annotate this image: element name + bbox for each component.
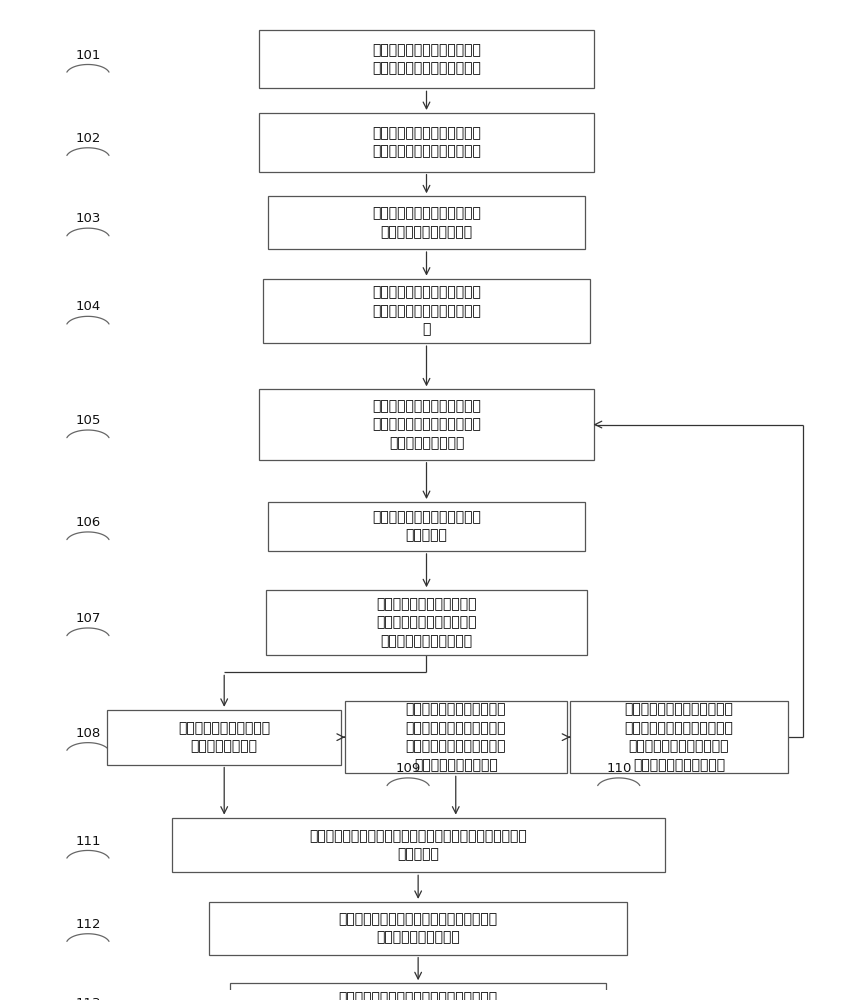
FancyBboxPatch shape <box>570 701 786 773</box>
Text: 根据遥测包特征属性，判断完整跨帧包、完整遥测包是否为
目标遥测包: 根据遥测包特征属性，判断完整跨帧包、完整遥测包是否为 目标遥测包 <box>309 829 527 861</box>
Text: 101: 101 <box>75 49 101 62</box>
FancyBboxPatch shape <box>268 502 584 551</box>
Text: 从卫星原始遥测数据的当前处
理位置开始根据遥测帧结构属
性，锁定一帧遥测帧: 从卫星原始遥测数据的当前处 理位置开始根据遥测帧结构属 性，锁定一帧遥测帧 <box>371 399 481 450</box>
FancyBboxPatch shape <box>259 389 593 460</box>
Text: 111: 111 <box>75 835 101 848</box>
FancyBboxPatch shape <box>268 196 584 249</box>
Text: 根据遥测帧特征属性，判断
第一包完整遥测包前，是否
有与上一帧中的后半包数: 根据遥测帧特征属性，判断 第一包完整遥测包前，是否 有与上一帧中的后半包数 <box>376 597 476 648</box>
Text: 获取目标遥测帧类别属性，以
及所有目标遥测包的类别属性: 获取目标遥测帧类别属性，以 及所有目标遥测包的类别属性 <box>371 126 481 158</box>
Text: 106: 106 <box>75 516 101 529</box>
FancyBboxPatch shape <box>265 590 587 655</box>
Text: 105: 105 <box>75 414 101 427</box>
FancyBboxPatch shape <box>171 818 664 872</box>
Text: 108: 108 <box>75 727 101 740</box>
FancyBboxPatch shape <box>263 279 589 343</box>
FancyBboxPatch shape <box>209 902 626 955</box>
Text: 109: 109 <box>395 762 420 775</box>
FancyBboxPatch shape <box>107 710 341 765</box>
FancyBboxPatch shape <box>259 113 593 172</box>
FancyBboxPatch shape <box>344 701 566 773</box>
Text: 102: 102 <box>75 132 101 145</box>
Text: 获取遥测原始数据输入路径、
目标遥测包数据输出路径: 获取遥测原始数据输入路径、 目标遥测包数据输出路径 <box>371 206 481 239</box>
Text: 读入卫星原始遥测数据，初始
化当前处理位置为文件起始位
置: 读入卫星原始遥测数据，初始 化当前处理位置为文件起始位 置 <box>371 285 481 336</box>
FancyBboxPatch shape <box>230 983 606 1000</box>
Text: 从第一包完整遥测包开始，
根据遥测包特征属性，以一
个完整遥测包为单位，逐包
判断是否为目标遥测包: 从第一包完整遥测包开始， 根据遥测包特征属性，以一 个完整遥测包为单位，逐包 判… <box>405 703 505 772</box>
Text: 107: 107 <box>75 612 101 625</box>
Text: 113: 113 <box>75 997 101 1000</box>
Text: 将获取到的目标遥测包数据写入该类别遥测
包对应的外部文件: 将获取到的目标遥测包数据写入该类别遥测 包对应的外部文件 <box>338 991 497 1000</box>
Text: 获取卫星型号总体定义的遥测
帧结构、遥测包结构特征属性: 获取卫星型号总体定义的遥测 帧结构、遥测包结构特征属性 <box>371 43 481 75</box>
Text: 103: 103 <box>75 212 101 225</box>
Text: 104: 104 <box>75 300 101 313</box>
Text: 110: 110 <box>606 762 630 775</box>
FancyBboxPatch shape <box>259 30 593 88</box>
Text: 通过遥测包特征属性，获取包长后，得到该
目标遥测包的完整数据: 通过遥测包特征属性，获取包长后，得到该 目标遥测包的完整数据 <box>338 912 497 944</box>
Text: 将后半包与前半包合并成
完整的跨帧遥测包: 将后半包与前半包合并成 完整的跨帧遥测包 <box>178 721 270 753</box>
Text: 判断本帧数据末端是否存在不
完整的半包数据，若是半包数
据，则为跨帧包的前半包数
据，临时存储该部分数据: 判断本帧数据末端是否存在不 完整的半包数据，若是半包数 据，则为跨帧包的前半包数… <box>624 703 733 772</box>
Text: 通过帧识别字判断该帧是否为
目标遥测帧: 通过帧识别字判断该帧是否为 目标遥测帧 <box>371 510 481 543</box>
Text: 112: 112 <box>75 918 101 931</box>
